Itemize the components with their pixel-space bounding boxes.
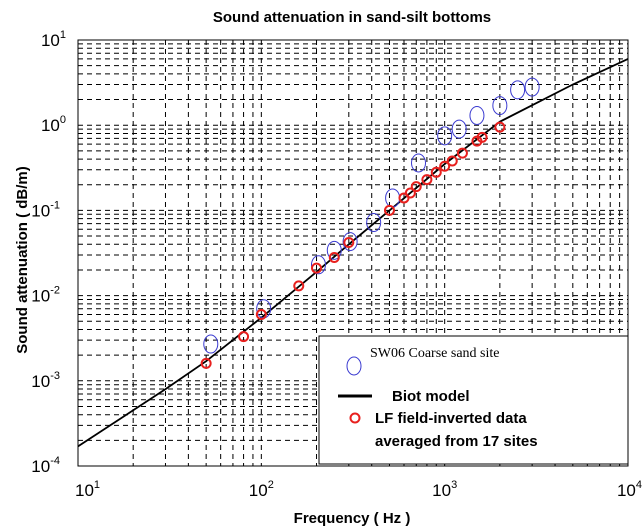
y-tick-label: 101 <box>41 29 66 50</box>
biot-model-curve-group <box>77 58 629 448</box>
x-tick-label: 104 <box>617 479 642 500</box>
axis-ticks: 101 102 103 104 10-4 10-3 10-2 10-1 100 101 <box>31 29 642 500</box>
sw06-coarse-sand-point <box>510 80 526 100</box>
sw06-coarse-sand-point <box>469 105 485 125</box>
legend-label-biot: Biot model <box>392 388 470 405</box>
y-tick-label: 10-2 <box>31 285 60 306</box>
sw06-coarse-sand-point <box>524 77 540 97</box>
lf-field-inverted-point <box>255 309 267 321</box>
data-points <box>200 77 540 369</box>
sw06-coarse-sand-point <box>411 153 427 173</box>
sw06-coarse-sand-point <box>492 96 508 116</box>
lf-field-inverted-point <box>328 252 340 264</box>
lf-field-inverted-point <box>421 174 433 186</box>
sw06-coarse-sand-point <box>310 255 326 275</box>
legend-label-lf-line1: LF field-inverted data <box>375 410 527 427</box>
legend: SW06 Coarse sand site Biot model LF field-… <box>318 335 629 465</box>
y-tick-label: 100 <box>41 114 66 135</box>
lf-field-inverted-point <box>311 262 323 274</box>
sw06-coarse-sand-point <box>326 240 342 260</box>
legend-label-lf-line2: averaged from 17 sites <box>375 433 538 450</box>
legend-marker-lf <box>349 412 361 424</box>
y-tick-label: 10-3 <box>31 370 60 391</box>
x-axis-label: Frequency ( Hz ) <box>294 510 411 527</box>
chart-title: Sound attenuation in sand-silt bottoms <box>213 9 491 26</box>
lf-field-inverted-point <box>476 131 488 143</box>
sw06-coarse-sand-point <box>366 213 382 233</box>
sw06-coarse-sand-point <box>385 188 401 208</box>
lf-field-inverted-point <box>383 204 395 216</box>
y-axis-label: Sound attenuation ( dB/m) <box>14 166 31 353</box>
y-tick-label: 10-1 <box>31 199 60 220</box>
lf-field-inverted-point <box>200 357 212 369</box>
legend-label-sw06: SW06 Coarse sand site <box>370 346 499 361</box>
sw06-coarse-sand-point <box>203 334 219 354</box>
sw06-coarse-sand-point <box>342 232 358 252</box>
lf-field-inverted-point <box>404 187 416 199</box>
lf-field-inverted-point <box>343 236 355 248</box>
sw06-coarse-sand-point <box>437 126 453 146</box>
biot-model-curve <box>77 58 629 448</box>
lf-field-inverted-point <box>238 331 250 343</box>
x-tick-label: 102 <box>249 479 274 500</box>
legend-box <box>318 335 629 465</box>
x-tick-label: 101 <box>75 479 100 500</box>
lf-field-inverted-point <box>439 160 451 172</box>
lf-field-inverted-point <box>446 155 458 167</box>
lf-field-inverted-point <box>410 181 422 193</box>
lf-field-inverted-point <box>494 121 506 133</box>
sw06-coarse-sand-point <box>451 119 467 139</box>
x-tick-label: 103 <box>432 479 457 500</box>
lf-field-inverted-point <box>293 280 305 292</box>
y-tick-label: 10-4 <box>31 455 60 476</box>
lf-field-inverted-point <box>456 147 468 159</box>
lf-field-inverted-point <box>430 166 442 178</box>
plot-frame <box>77 39 629 467</box>
legend-marker-sw06 <box>346 356 362 376</box>
